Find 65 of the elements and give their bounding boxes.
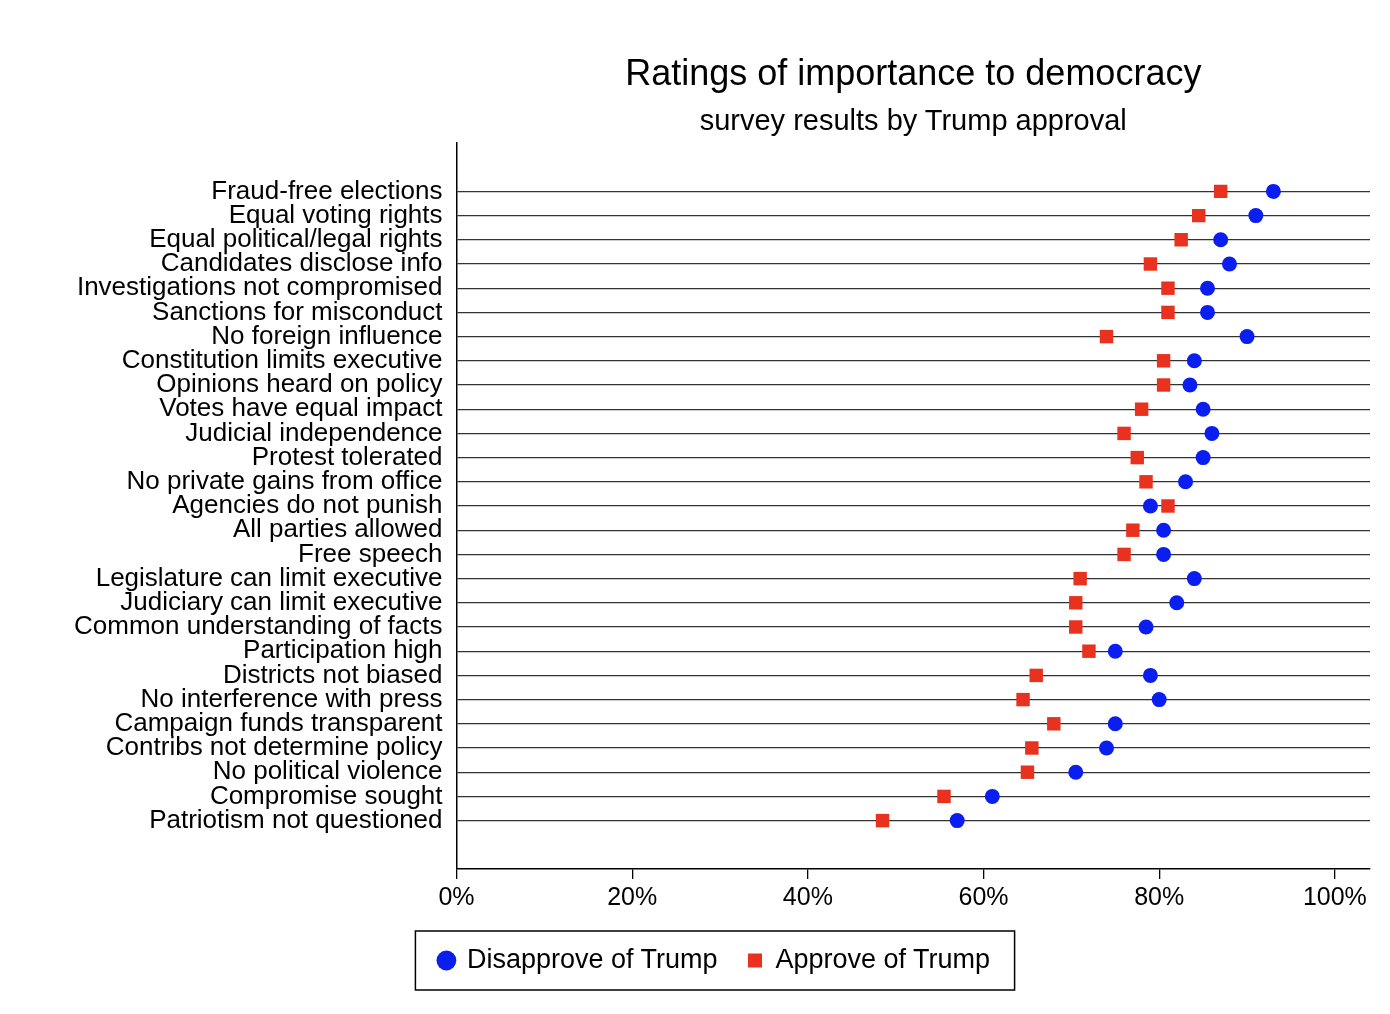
point	[1068, 764, 1084, 780]
legend-label: Approve of Trump	[775, 943, 991, 974]
point	[875, 813, 890, 828]
point	[1143, 257, 1158, 271]
point	[1156, 546, 1172, 562]
point	[1213, 184, 1228, 199]
point	[1195, 401, 1211, 417]
chart-subtitle: survey results by Trump approval	[699, 104, 1127, 136]
point	[1117, 547, 1131, 562]
y-tick-label: Fraud-free elections	[211, 174, 443, 205]
point	[1117, 426, 1131, 441]
point	[1069, 620, 1083, 634]
point	[1156, 378, 1171, 392]
point	[1239, 329, 1255, 345]
point	[1192, 208, 1206, 223]
point	[1020, 765, 1035, 779]
point	[1186, 353, 1202, 369]
point	[1200, 280, 1216, 296]
x-tick-label: 20%	[607, 881, 658, 910]
point	[937, 789, 951, 804]
point	[1069, 596, 1083, 610]
point	[1182, 377, 1198, 393]
x-tick-label: 100%	[1302, 881, 1367, 910]
point	[1174, 233, 1188, 247]
x-tick-label: 40%	[782, 881, 833, 910]
point	[1248, 208, 1264, 224]
point	[1186, 571, 1202, 587]
x-tick-label: 60%	[958, 881, 1009, 910]
point	[1073, 571, 1087, 586]
x-tick-label: 80%	[1134, 881, 1185, 910]
point	[1099, 329, 1114, 344]
point	[1161, 305, 1175, 320]
point	[1138, 619, 1154, 635]
point	[1265, 183, 1281, 199]
point	[1139, 475, 1153, 489]
point	[1142, 667, 1158, 683]
chart-title: Ratings of importance to democracy	[625, 52, 1202, 93]
point	[1082, 644, 1096, 658]
x-tick-label: 0%	[438, 881, 475, 910]
point	[1025, 741, 1039, 755]
point	[1029, 668, 1043, 683]
point	[1200, 304, 1216, 320]
legend-label: Disapprove of Trump	[466, 943, 718, 974]
point	[1126, 523, 1140, 537]
point	[1156, 522, 1172, 538]
point	[1107, 716, 1123, 732]
point	[1161, 499, 1175, 513]
point	[984, 788, 1000, 804]
point	[1151, 692, 1167, 708]
point	[1156, 354, 1171, 368]
point	[949, 813, 965, 829]
point	[1130, 450, 1144, 465]
point	[1195, 450, 1211, 466]
point	[1178, 474, 1194, 490]
point	[1213, 232, 1229, 248]
point	[1047, 717, 1061, 731]
point	[1016, 692, 1030, 707]
point	[1142, 498, 1158, 514]
point	[1134, 402, 1149, 416]
point	[1204, 425, 1220, 441]
point	[1221, 256, 1237, 272]
point	[1099, 740, 1114, 756]
point	[1169, 595, 1185, 611]
point	[1107, 643, 1123, 659]
point	[1161, 281, 1175, 295]
